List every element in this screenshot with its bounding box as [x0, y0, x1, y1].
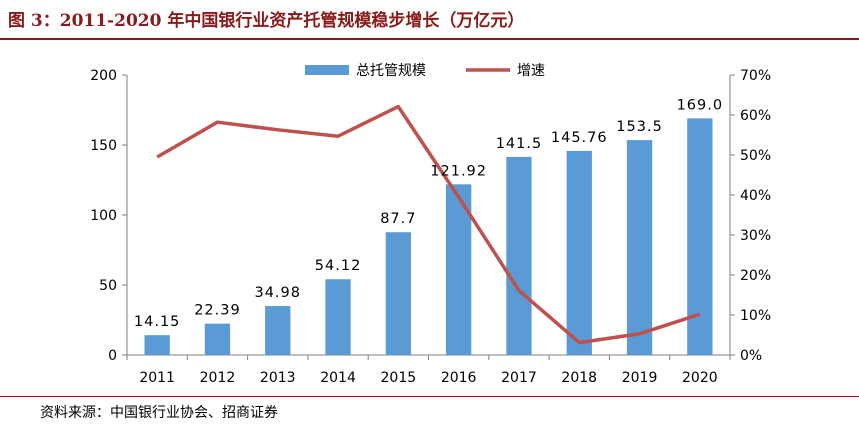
bar-data-label: 14.15	[134, 314, 181, 330]
y-right-tick-label: 50%	[740, 148, 771, 164]
bar-2020	[687, 118, 713, 356]
legend-swatch-bar	[305, 65, 349, 75]
bar-data-label: 121.92	[430, 163, 487, 179]
bar-data-label: 141.5	[496, 136, 543, 152]
bar-2012	[204, 323, 231, 355]
bar-data-label: 22.39	[194, 303, 241, 319]
figure-title: 图 3：2011-2020 年中国银行业资产托管规模稳步增长（万亿元）	[8, 11, 525, 31]
y-left-tick-label: 150	[90, 138, 117, 154]
combo-chart: 0 50 100 150 200 0% 10% 20% 30% 40% 50% 60% 70% 2011 2…	[90, 63, 771, 386]
y-left-tick-label: 100	[90, 208, 117, 224]
x-tick-label: 2019	[622, 370, 658, 386]
x-tick-label: 2020	[682, 370, 718, 386]
y-left-tick-label: 0	[108, 348, 117, 364]
bar-2014	[325, 279, 351, 355]
legend-label-line: 增速	[517, 63, 545, 79]
bar-2018	[566, 150, 592, 355]
bar-data-label: 145.76	[551, 130, 608, 146]
y-right-tick-label: 40%	[740, 188, 771, 204]
y-left-tick-label: 50	[99, 278, 117, 294]
bar-2011	[144, 335, 170, 355]
axes: 0 50 100 150 200 0% 10% 20% 30% 40% 50% 60% 70% 2011 2…	[90, 68, 771, 386]
x-tick-label: 2017	[501, 370, 537, 386]
bar-data-label: 87.7	[380, 211, 416, 227]
bar-2019	[626, 140, 653, 355]
data-labels: 14.15 22.39 34.98 54.12 87.7 121.92 141.5 145.7…	[134, 97, 724, 330]
bar-data-label: 169.0	[677, 97, 724, 113]
source-rule	[0, 396, 859, 397]
y-right-tick-label: 0%	[740, 348, 762, 364]
y-right-tick-label: 20%	[740, 268, 771, 284]
y-right-tick-label: 60%	[740, 108, 771, 124]
x-tick-label: 2013	[260, 370, 296, 386]
x-tick-label: 2011	[139, 370, 175, 386]
y-right-tick-label: 70%	[740, 68, 771, 84]
y-right-tick-label: 10%	[740, 308, 771, 324]
x-tick-label: 2012	[200, 370, 236, 386]
source-note: 资料来源：中国银行业协会、招商证券	[40, 405, 278, 421]
x-tick-label: 2015	[381, 370, 417, 386]
bar-2015	[385, 232, 412, 355]
x-tick-label: 2014	[320, 370, 356, 386]
y-right-tick-label: 30%	[740, 228, 771, 244]
x-tick-label: 2016	[441, 370, 477, 386]
legend-label-bar: 总托管规模	[356, 63, 426, 79]
line-series	[156, 104, 701, 345]
bar-data-label: 34.98	[254, 285, 301, 301]
y-left-tick-label: 200	[90, 68, 117, 84]
bar-data-label: 153.5	[616, 119, 663, 135]
bar-2017	[506, 156, 532, 355]
x-tick-label: 2018	[561, 370, 597, 386]
bar-2013	[265, 306, 291, 355]
growth-line	[156, 104, 701, 345]
title-rule	[0, 38, 859, 40]
legend: 总托管规模 增速	[305, 63, 545, 79]
bar-data-label: 54.12	[315, 258, 362, 274]
